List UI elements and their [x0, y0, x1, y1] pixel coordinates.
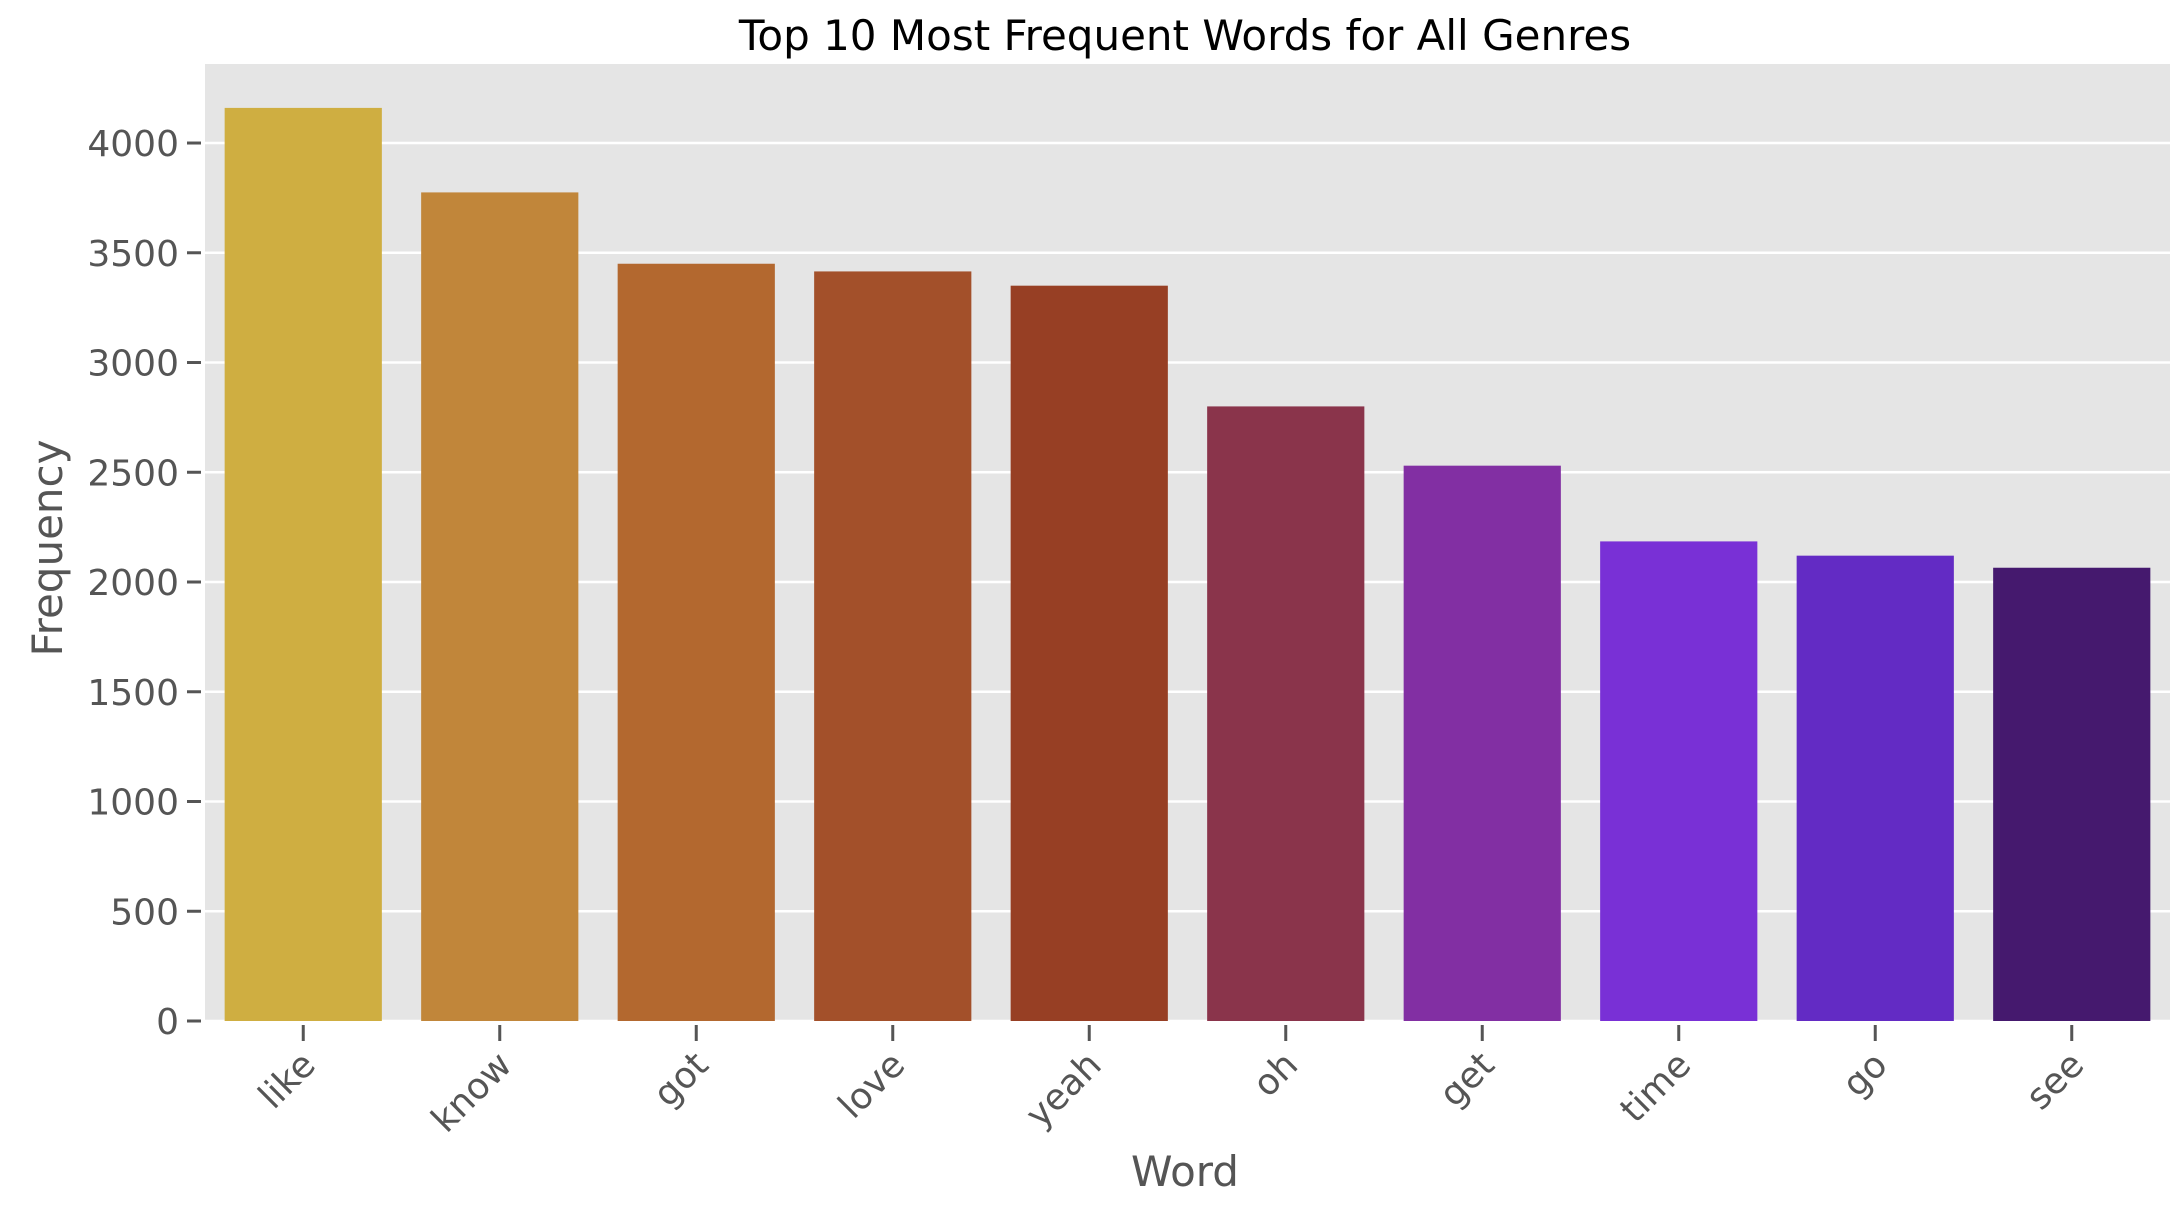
y-tick-label: 0: [156, 1002, 179, 1043]
x-tick-label: get: [1432, 1044, 1503, 1115]
x-tick-label: see: [2019, 1044, 2093, 1118]
bar-like: [224, 107, 382, 1021]
x-axis-ticks: like know got love yeah oh get time go see: [251, 1025, 2092, 1141]
y-tick-label: 1000: [87, 783, 179, 824]
y-axis-label: Frequency: [23, 440, 72, 657]
y-axis-ticks: 0 500 1000 1500 2000 2500 3000 3500 4000: [87, 124, 201, 1043]
bar-got: [617, 263, 775, 1021]
y-tick-label: 2000: [87, 563, 179, 604]
y-tick-label: 2500: [87, 453, 179, 494]
y-tick-label: 3000: [87, 344, 179, 385]
x-axis-label: Word: [1131, 1147, 1239, 1196]
chart-title: Top 10 Most Frequent Words for All Genre…: [738, 11, 1631, 60]
x-tick-label: got: [646, 1044, 717, 1115]
x-tick-label: yeah: [1018, 1044, 1109, 1135]
bar-get: [1403, 465, 1561, 1021]
bar-know: [421, 192, 579, 1022]
bar-oh: [1207, 406, 1365, 1021]
x-tick-label: oh: [1245, 1044, 1306, 1105]
x-tick-label: time: [1613, 1044, 1700, 1131]
x-tick-label: love: [831, 1044, 913, 1126]
y-tick-label: 500: [110, 892, 179, 933]
bar-see: [1993, 567, 2151, 1021]
y-tick-label: 3500: [87, 234, 179, 275]
bar-time: [1600, 541, 1758, 1021]
bar-go: [1796, 555, 1954, 1021]
x-tick-label: go: [1835, 1044, 1896, 1105]
bars: [224, 107, 2151, 1022]
bar-yeah: [1010, 285, 1168, 1021]
x-tick-label: know: [424, 1044, 520, 1140]
x-tick-label: like: [251, 1044, 324, 1117]
y-tick-label: 4000: [87, 124, 179, 165]
bar-love: [814, 271, 972, 1021]
y-tick-label: 1500: [87, 673, 179, 714]
